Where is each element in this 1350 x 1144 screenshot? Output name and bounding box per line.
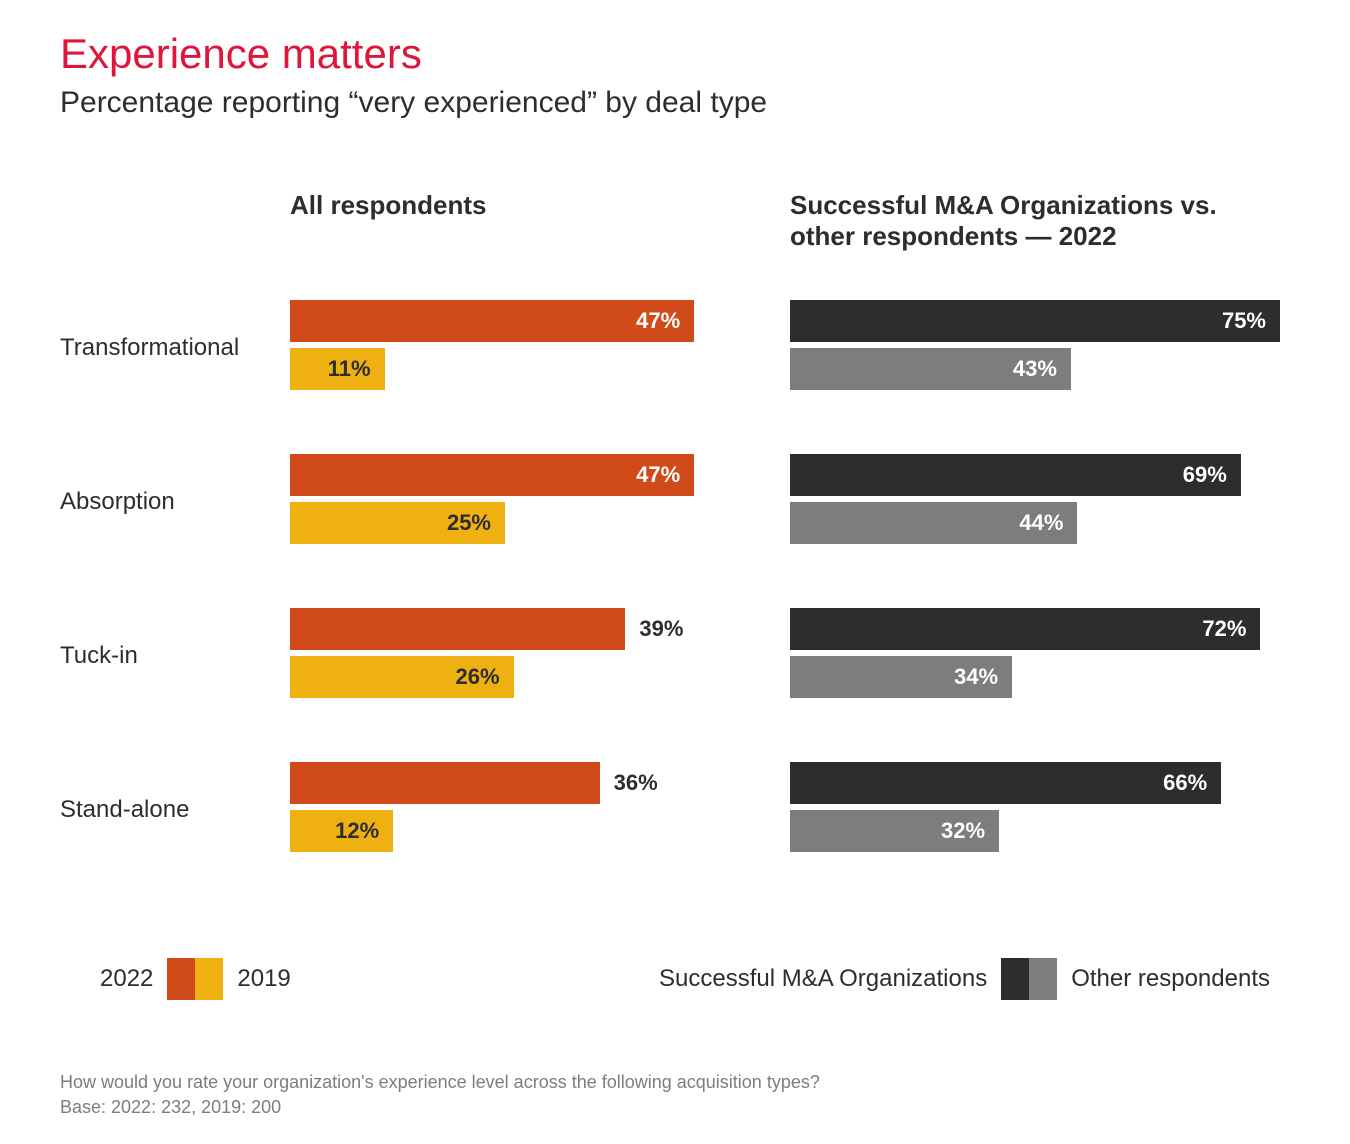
bar-line: 69% — [790, 454, 1280, 496]
bar-line: 47% — [290, 454, 720, 496]
footnote: How would you rate your organization's e… — [60, 1070, 1290, 1120]
bar-group-right: 72% 34% — [790, 590, 1280, 744]
bar-2022: 47% — [290, 300, 694, 342]
legend-swatch-successful — [1001, 958, 1029, 1000]
bar-line: 11% — [290, 348, 720, 390]
bar-value: 32% — [941, 818, 985, 844]
bar-group-right: 75% 43% — [790, 282, 1280, 436]
chart-title: Experience matters — [60, 30, 1290, 78]
bar-line: 34% — [790, 656, 1280, 698]
bar-group-left: 39% 26% — [290, 590, 720, 744]
gap-spacer — [720, 190, 790, 282]
legend-swatch-other — [1029, 958, 1057, 1000]
bar-value: 36% — [614, 770, 658, 796]
bar-line: 75% — [790, 300, 1280, 342]
bar-value: 43% — [1013, 356, 1057, 382]
bar-value: 26% — [456, 664, 500, 690]
legend-left: 2022 2019 — [100, 958, 291, 1000]
legend-label: Other respondents — [1071, 965, 1270, 993]
bar-2022 — [290, 608, 625, 650]
bar-value: 72% — [1202, 616, 1246, 642]
legend-swatch-2022 — [167, 958, 195, 1000]
bar-value: 47% — [636, 462, 680, 488]
bar-line: 36% — [290, 762, 720, 804]
bar-successful: 75% — [790, 300, 1280, 342]
footnote-line: How would you rate your organization's e… — [60, 1070, 1290, 1095]
bar-line: 47% — [290, 300, 720, 342]
bar-2019: 25% — [290, 502, 505, 544]
bar-2019: 11% — [290, 348, 385, 390]
bar-2019: 12% — [290, 810, 393, 852]
bar-successful: 69% — [790, 454, 1241, 496]
bar-other: 44% — [790, 502, 1077, 544]
bar-value: 34% — [954, 664, 998, 690]
bar-group-right: 69% 44% — [790, 436, 1280, 590]
bar-value: 39% — [639, 616, 683, 642]
legend-swatch-pair — [1001, 958, 1057, 1000]
gap-spacer — [720, 282, 790, 436]
bar-line: 72% — [790, 608, 1280, 650]
legend-label: 2022 — [100, 965, 153, 993]
bar-line: 12% — [290, 810, 720, 852]
category-label: Stand-alone — [60, 744, 290, 898]
bar-value: 44% — [1019, 510, 1063, 536]
bar-group-left: 47% 25% — [290, 436, 720, 590]
legend: 2022 2019 Successful M&A Organizations O… — [60, 958, 1290, 1000]
legend-label: 2019 — [237, 965, 290, 993]
chart-grid: All respondents Successful M&A Organizat… — [60, 190, 1290, 898]
column-header-left: All respondents — [290, 190, 720, 282]
bar-line: 25% — [290, 502, 720, 544]
bar-line: 32% — [790, 810, 1280, 852]
category-label: Transformational — [60, 282, 290, 436]
bar-line: 43% — [790, 348, 1280, 390]
bar-group-left: 47% 11% — [290, 282, 720, 436]
bar-group-right: 66% 32% — [790, 744, 1280, 898]
bar-line: 44% — [790, 502, 1280, 544]
gap-spacer — [720, 744, 790, 898]
category-label: Tuck-in — [60, 590, 290, 744]
bar-other: 34% — [790, 656, 1012, 698]
legend-swatch-2019 — [195, 958, 223, 1000]
bar-2022: 47% — [290, 454, 694, 496]
bar-successful: 66% — [790, 762, 1221, 804]
bar-line: 39% — [290, 608, 720, 650]
bar-successful: 72% — [790, 608, 1260, 650]
bar-line: 66% — [790, 762, 1280, 804]
bar-group-left: 36% 12% — [290, 744, 720, 898]
legend-label: Successful M&A Organizations — [659, 965, 987, 993]
bar-value: 12% — [335, 818, 379, 844]
bar-2019: 26% — [290, 656, 514, 698]
bar-value: 75% — [1222, 308, 1266, 334]
bar-2022 — [290, 762, 600, 804]
bar-value: 66% — [1163, 770, 1207, 796]
bar-value: 25% — [447, 510, 491, 536]
footnote-line: Base: 2022: 232, 2019: 200 — [60, 1095, 1290, 1120]
bar-value: 47% — [636, 308, 680, 334]
category-label: Absorption — [60, 436, 290, 590]
chart-subtitle: Percentage reporting “very experienced” … — [60, 86, 1290, 120]
corner-spacer — [60, 190, 290, 282]
legend-right: Successful M&A Organizations Other respo… — [659, 958, 1270, 1000]
bar-other: 32% — [790, 810, 999, 852]
gap-spacer — [720, 436, 790, 590]
bar-value: 11% — [328, 356, 371, 382]
bar-line: 26% — [290, 656, 720, 698]
column-header-right: Successful M&A Organizations vs. other r… — [790, 190, 1280, 282]
gap-spacer — [720, 590, 790, 744]
bar-other: 43% — [790, 348, 1071, 390]
legend-swatch-pair — [167, 958, 223, 1000]
bar-value: 69% — [1183, 462, 1227, 488]
